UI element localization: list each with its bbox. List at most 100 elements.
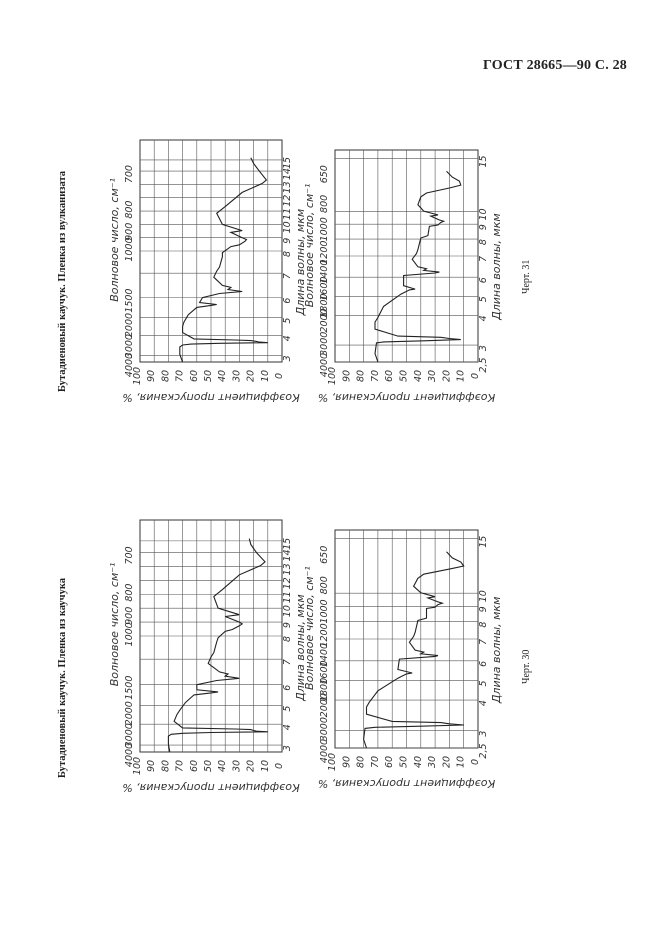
wavelength-tick-label: 11 (282, 208, 293, 220)
wavelength-tick-label: 12 (282, 195, 293, 207)
transmittance-tick-label: 60 (384, 370, 395, 382)
wavelength-tick-label: 13 (282, 181, 293, 193)
transmittance-tick-label: 30 (427, 756, 438, 768)
wavenumber-tick-label: 4000 (124, 743, 135, 767)
wavelength-tick-label: 6 (282, 685, 293, 691)
wavelength-tick-label: 7 (282, 659, 293, 665)
wavenumber-axis-label: Волновое число, см⁻¹ (303, 566, 316, 690)
wavelength-tick-label: 7 (282, 273, 293, 279)
transmittance-tick-label: 40 (413, 370, 424, 382)
wavenumber-tick-label: 700 (124, 546, 135, 564)
transmittance-tick-label: 80 (356, 756, 367, 768)
wavelength-tick-label: 7 (478, 256, 489, 262)
wavenumber-tick-label: 1800 (319, 294, 330, 318)
page-header: ГОСТ 28665—90 С. 28 (483, 58, 627, 73)
wavenumber-tick-label: 3000 (124, 334, 135, 358)
wavenumber-tick-label: 650 (319, 165, 330, 183)
wavenumber-tick-label: 1200 (319, 241, 330, 265)
transmittance-tick-label: 10 (456, 370, 467, 382)
transmittance-tick-label: 40 (217, 760, 228, 772)
wavenumber-tick-label: 2000 (124, 701, 135, 725)
wavelength-axis-label: Длина волны, мкм (490, 213, 503, 321)
transmittance-tick-label: 0 (470, 373, 481, 379)
transmittance-tick-label: 60 (189, 370, 200, 382)
wavenumber-tick-label: 800 (124, 201, 135, 219)
wavelength-tick-label: 9 (478, 606, 489, 612)
transmittance-tick-label: 50 (203, 760, 214, 772)
wavenumber-tick-label: 1500 (124, 289, 135, 313)
spectrum-line (179, 157, 268, 363)
wavelength-tick-label: 6 (478, 277, 489, 283)
wavelength-tick-label: 9 (282, 622, 293, 628)
wavelength-tick-label: 8 (478, 239, 489, 245)
transmittance-tick-label: 80 (160, 760, 171, 772)
wavelength-tick-label: 2,5 (478, 743, 489, 758)
transmittance-tick-label: 80 (160, 370, 171, 382)
wavenumber-tick-label: 2000 (319, 308, 330, 332)
wavenumber-axis-label: Волновое число, см⁻¹ (108, 563, 121, 687)
wavenumber-tick-label: 1000 (124, 622, 135, 646)
transmittance-axis-label: Коэффициент пропускания, % (122, 391, 299, 404)
wavelength-tick-label: 15 (478, 155, 489, 167)
wavelength-tick-label: 10 (478, 208, 489, 220)
wavelength-tick-label: 8 (478, 622, 489, 628)
transmittance-axis-label: Коэффициент пропускания, % (318, 391, 495, 404)
wavenumber-tick-label: 700 (124, 165, 135, 183)
transmittance-tick-label: 40 (217, 370, 228, 382)
wavenumber-tick-label: 2000 (124, 313, 135, 337)
transmittance-tick-label: 20 (246, 760, 257, 772)
wavelength-tick-label: 7 (478, 639, 489, 645)
wavelength-tick-label: 8 (282, 636, 293, 642)
wavelength-tick-label: 9 (478, 224, 489, 230)
wavelength-tick-label: 5 (478, 680, 489, 686)
wavelength-tick-label: 9 (282, 238, 293, 244)
wavelength-tick-label: 15 (282, 538, 293, 550)
transmittance-tick-label: 70 (370, 370, 381, 382)
wavelength-tick-label: 3 (282, 355, 293, 361)
transmittance-tick-label: 10 (260, 760, 271, 772)
wavenumber-tick-label: 1400 (319, 260, 330, 284)
wavelength-axis-label: Длина волны, мкм (294, 209, 307, 317)
wavelength-tick-label: 10 (282, 221, 293, 233)
wavenumber-tick-label: 1000 (124, 237, 135, 261)
wavenumber-tick-label: 1600 (319, 660, 330, 684)
wavenumber-tick-label: 1200 (319, 623, 330, 647)
wavenumber-tick-label: 4000 (124, 353, 135, 377)
wavenumber-tick-label: 1000 (319, 599, 330, 623)
wavenumber-tick-label: 650 (319, 546, 330, 564)
wavelength-tick-label: 11 (282, 591, 293, 603)
transmittance-tick-label: 0 (274, 373, 285, 379)
transmittance-tick-label: 80 (356, 370, 367, 382)
wavelength-tick-label: 3 (478, 731, 489, 737)
transmittance-tick-label: 30 (427, 370, 438, 382)
wavelength-tick-label: 4 (282, 724, 293, 730)
wavelength-tick-label: 8 (282, 251, 293, 257)
transmittance-tick-label: 20 (441, 756, 452, 768)
transmittance-tick-label: 100 (327, 753, 338, 771)
wavelength-axis-label: Длина волны, мкм (294, 594, 307, 702)
transmittance-axis-label: Коэффициент пропускания, % (318, 777, 495, 790)
transmittance-tick-label: 70 (175, 370, 186, 382)
wavelength-tick-label: 12 (282, 577, 293, 589)
wavenumber-tick-label: 3000 (319, 332, 330, 356)
wavenumber-tick-label: 800 (319, 195, 330, 213)
wavenumber-tick-label: 900 (124, 223, 135, 241)
wavenumber-tick-label: 800 (124, 584, 135, 602)
wavelength-axis-label: Длина волны, мкм (490, 597, 503, 705)
wavenumber-tick-label: 4000 (319, 353, 330, 377)
wavenumber-tick-label: 4000 (319, 739, 330, 763)
transmittance-tick-label: 30 (231, 760, 242, 772)
transmittance-tick-label: 10 (456, 756, 467, 768)
wavelength-tick-label: 5 (478, 296, 489, 302)
transmittance-tick-label: 60 (384, 756, 395, 768)
spectrum-line (167, 538, 268, 753)
wavenumber-tick-label: 1600 (319, 277, 330, 301)
wavelength-tick-label: 4 (478, 315, 489, 321)
transmittance-tick-label: 60 (189, 760, 200, 772)
wavelength-tick-label: 5 (282, 318, 293, 324)
transmittance-tick-label: 70 (175, 760, 186, 772)
transmittance-tick-label: 50 (399, 756, 410, 768)
spectrum-line (363, 551, 465, 749)
wavelength-tick-label: 13 (282, 563, 293, 575)
transmittance-tick-label: 50 (203, 370, 214, 382)
